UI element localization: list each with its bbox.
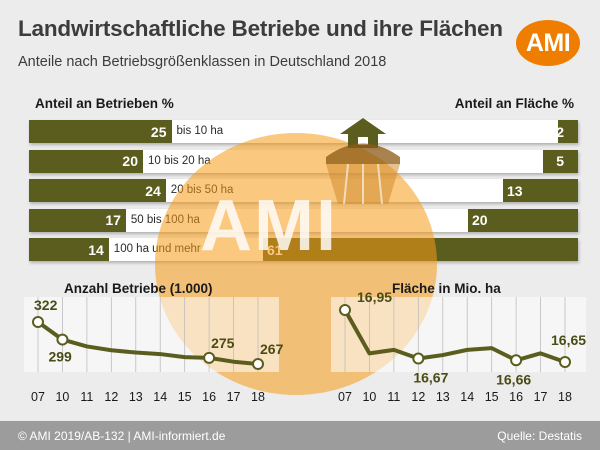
bar-flaeche: 5: [543, 149, 578, 173]
line-chart-title-betriebe: Anzahl Betriebe (1.000): [64, 281, 213, 296]
footer: © AMI 2019/AB-132 | AMI-informiert.de Qu…: [0, 421, 600, 450]
footer-copyright[interactable]: © AMI 2019/AB-132 | AMI-informiert.de: [18, 429, 226, 443]
bar-flaeche: 2: [556, 120, 578, 143]
right-chart-title: Anteil an Fläche %: [454, 96, 574, 111]
bar-betriebe: 17: [29, 208, 126, 232]
ami-logo: AMI: [516, 20, 580, 66]
category-label: bis 10 ha: [176, 125, 224, 137]
page-title: Landwirtschaftliche Betriebe und ihre Fl…: [18, 16, 503, 41]
category-label: 20 bis 50 ha: [170, 184, 234, 196]
left-chart-title: Anteil an Betrieben %: [35, 96, 174, 111]
bar-betriebe: 25: [29, 120, 172, 143]
category-label: 100 ha und mehr: [113, 243, 201, 255]
bar-betriebe: 24: [29, 179, 166, 202]
bar-flaeche: 13: [503, 179, 578, 202]
bar-betriebe: 20: [29, 149, 143, 173]
bar-flaeche: 61: [263, 238, 578, 261]
page-subtitle: Anteile nach Betriebsgrößenklassen in De…: [18, 54, 387, 70]
footer-source: Quelle: Destatis: [497, 429, 582, 443]
bar-flaeche: 20: [468, 208, 578, 232]
category-label: 10 bis 20 ha: [148, 154, 211, 167]
category-label: 50 bis 100 ha: [130, 213, 200, 226]
bar-betriebe: 14: [29, 238, 109, 261]
line-chart-title-flaeche: Fläche in Mio. ha: [392, 281, 501, 296]
